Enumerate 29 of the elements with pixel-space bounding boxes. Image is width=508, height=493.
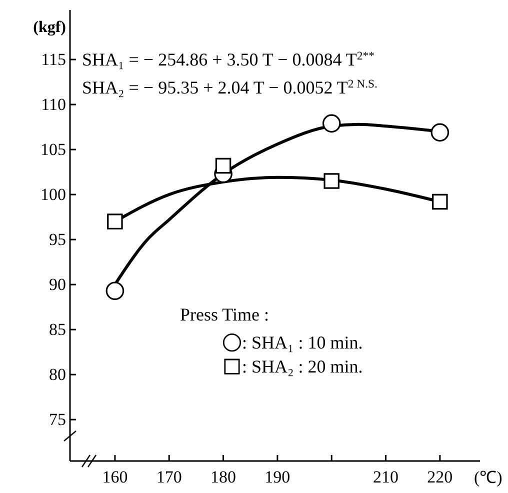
y-tick-label: 105 — [40, 140, 66, 159]
x-tick-label: 210 — [373, 468, 399, 487]
y-tick-label: 110 — [41, 94, 66, 114]
y-tick-label: 85 — [49, 320, 66, 340]
x-axis-title: (℃) — [474, 468, 502, 487]
y-tick-label: 90 — [49, 275, 66, 294]
y-tick-label: 115 — [41, 50, 66, 69]
point — [215, 158, 232, 174]
x-tick-label: 160 — [102, 468, 128, 487]
legend-title: Press Time : — [180, 304, 270, 325]
x-tick-label: 170 — [156, 468, 182, 487]
point — [430, 123, 450, 142]
point — [322, 114, 341, 133]
point — [107, 214, 123, 230]
point — [432, 194, 448, 210]
y-tick-label: 95 — [49, 230, 66, 249]
x-tick-label: 190 — [264, 468, 290, 487]
y-tick-label: 100 — [40, 184, 66, 204]
y-tick-label: 80 — [49, 365, 66, 384]
y-axis-title: (kgf) — [33, 19, 66, 36]
point — [324, 173, 340, 189]
y-tick-label: 75 — [49, 410, 66, 430]
legend-label: : SHA₂ : 20 min. — [242, 356, 363, 377]
annotation: SHA₁ = − 254.86 + 3.50 T − 0.0084 T$^{2**}$ — [82, 49, 375, 70]
legend-label: : SHA₁ : 10 min. — [242, 332, 363, 353]
x-tick-label: 220 — [427, 468, 453, 487]
point — [106, 282, 124, 300]
annotation: SHA₂ = − 95.35 + 2.04 T − 0.0052 T$^{2 N.S.}$ — [82, 77, 378, 98]
x-tick-label: 180 — [210, 468, 236, 487]
